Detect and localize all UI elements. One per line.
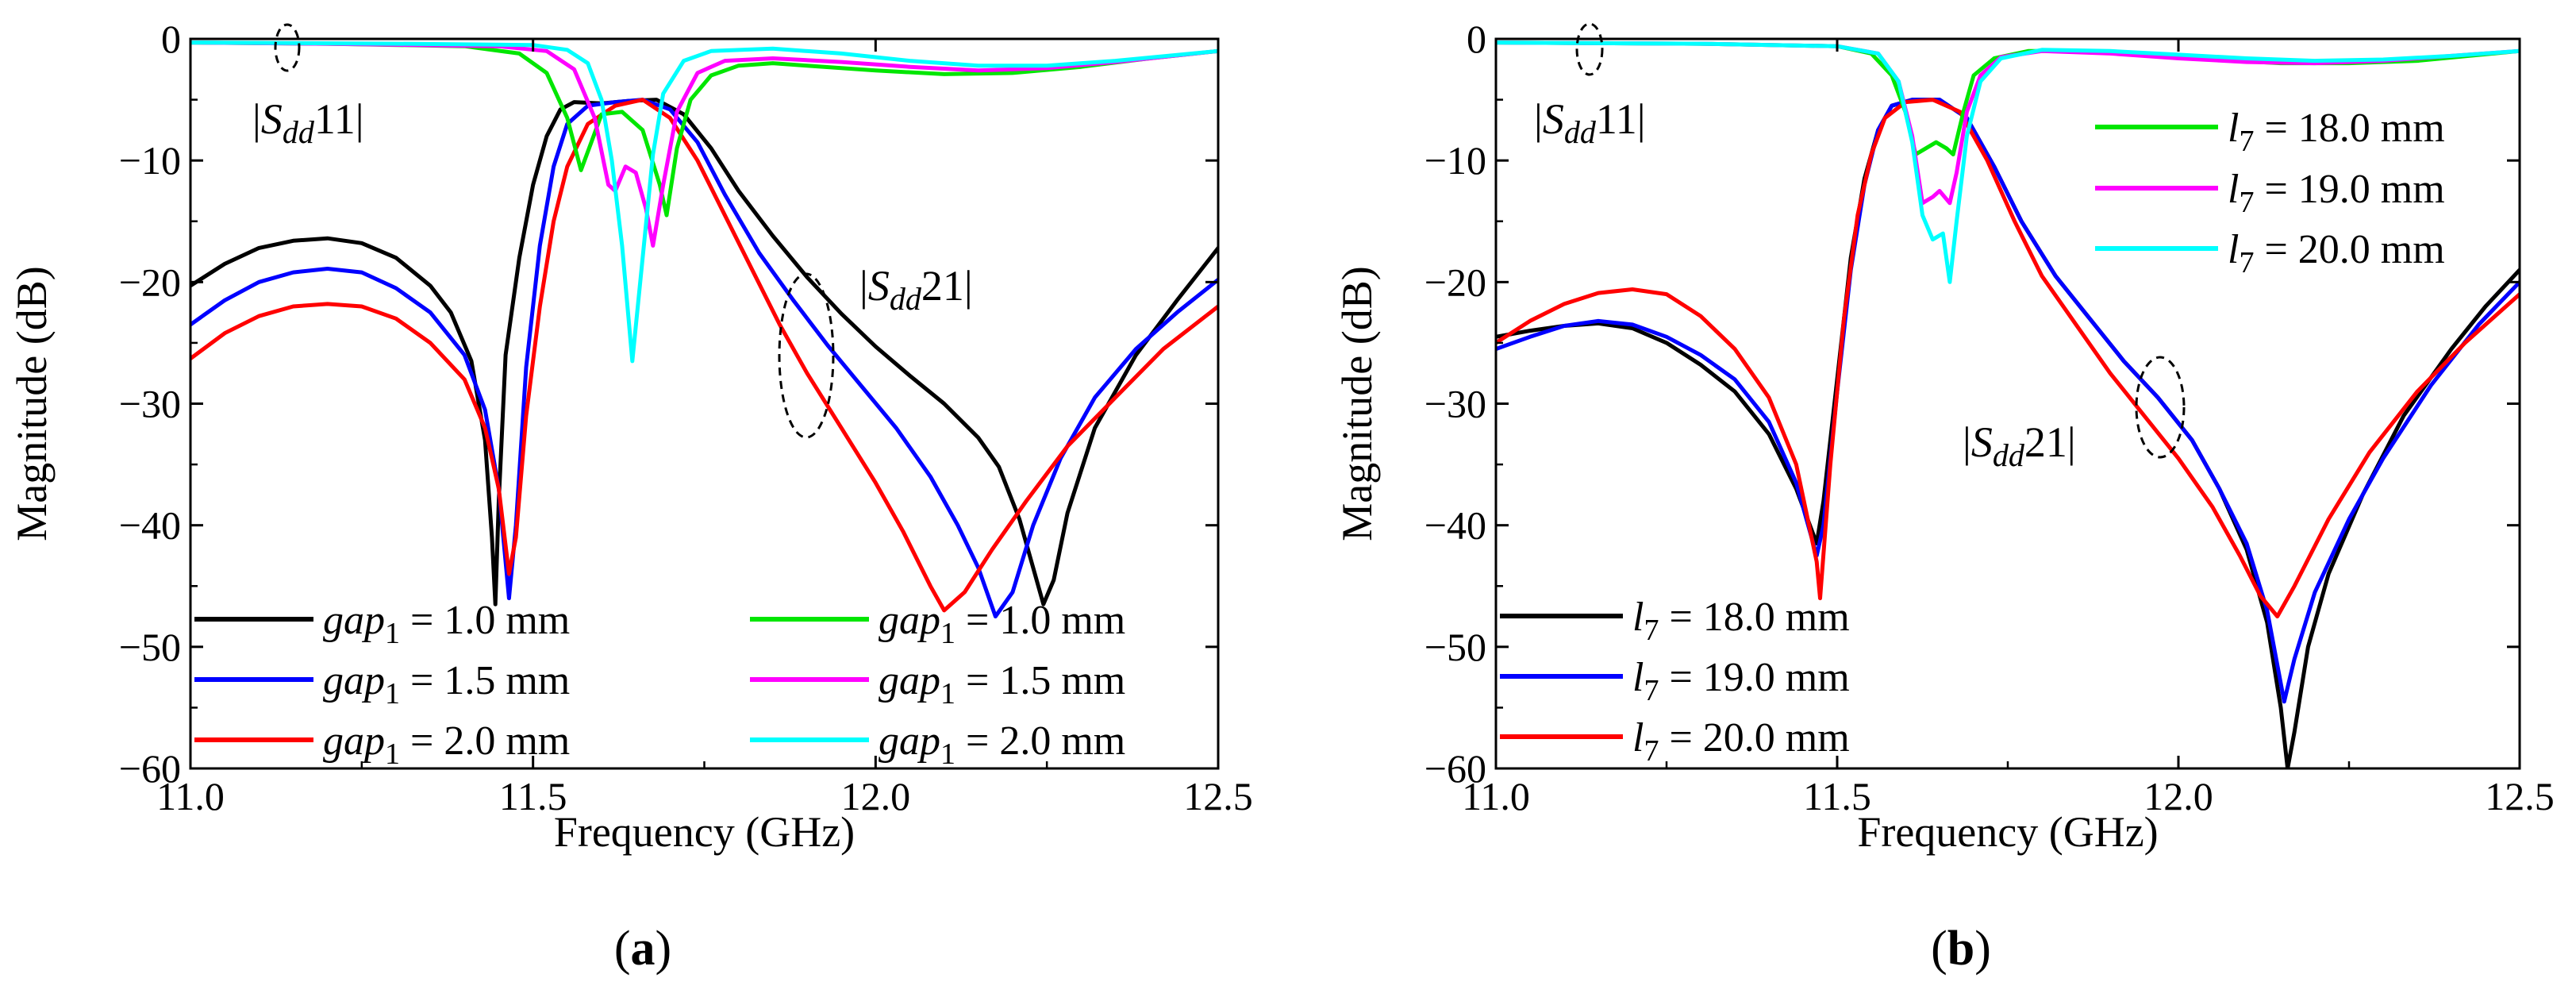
annotation-21: |Sdd21| bbox=[859, 262, 973, 317]
y-tick-label: −20 bbox=[119, 260, 181, 304]
panel-label: (b) bbox=[1931, 922, 1991, 976]
x-tick-label: 12.0 bbox=[2143, 774, 2213, 818]
y-tick-label: −40 bbox=[119, 503, 181, 548]
legend-entry: gap1 = 2.0 mm bbox=[750, 718, 1125, 771]
legend-label: gap1 = 1.0 mm bbox=[323, 598, 570, 650]
y-tick-label: −30 bbox=[1424, 382, 1486, 426]
legend-entry: gap1 = 1.5 mm bbox=[194, 658, 570, 710]
annotation-11: |Sdd11| bbox=[252, 95, 364, 150]
x-tick-label: 12.0 bbox=[841, 774, 911, 818]
y-tick-label: −60 bbox=[1424, 746, 1486, 791]
x-tick-label: 12.5 bbox=[1183, 774, 1253, 818]
x-tick-label: 11.0 bbox=[156, 774, 225, 818]
x-tick-label: 11.0 bbox=[1462, 774, 1530, 818]
legend-label: l7 = 20.0 mm bbox=[1632, 715, 1850, 768]
legend-label: l7 = 19.0 mm bbox=[1632, 655, 1850, 707]
panel-a: 11.0 11.5 12.0 12.5 0 −10 −20 −30 −40 −50 −60 Frequ… bbox=[8, 17, 1253, 976]
y-tick-label: −30 bbox=[119, 382, 181, 426]
y-tick-label: −20 bbox=[1424, 260, 1486, 304]
series-line-sdd11-5 bbox=[190, 40, 1218, 364]
legend-label: gap1 = 2.0 mm bbox=[323, 718, 570, 771]
series-line-sdd21-2 bbox=[1496, 98, 2520, 618]
legend-entry: l7 = 18.0 mm bbox=[2095, 106, 2445, 158]
legend-label: l7 = 18.0 mm bbox=[2228, 106, 2445, 158]
annotation-ellipse bbox=[1575, 22, 1604, 76]
x-tick-label: 11.5 bbox=[1803, 774, 1871, 818]
series-group bbox=[1496, 40, 2520, 768]
series-line-sdd11-3 bbox=[190, 40, 1218, 218]
annotation-ellipse bbox=[2135, 356, 2186, 459]
legend-entry: l7 = 19.0 mm bbox=[2095, 167, 2445, 219]
annotation-11: |Sdd11| bbox=[1534, 95, 1646, 150]
panel-label: (a) bbox=[614, 922, 671, 976]
y-tick-label: −40 bbox=[1424, 503, 1486, 548]
legend-entry: gap1 = 1.5 mm bbox=[750, 658, 1125, 710]
series-line-sdd11-4 bbox=[190, 40, 1218, 248]
legend-label: gap1 = 1.5 mm bbox=[879, 658, 1125, 710]
legend-entry: gap1 = 1.0 mm bbox=[750, 598, 1125, 650]
x-tick-label: 12.5 bbox=[2485, 774, 2555, 818]
series-line-sdd11-5 bbox=[1496, 40, 2520, 284]
y-tick-label: −50 bbox=[119, 625, 181, 669]
legend-entry: l7 = 20.0 mm bbox=[2095, 227, 2445, 279]
y-tick-label: −10 bbox=[119, 138, 181, 183]
series-group bbox=[190, 40, 1218, 618]
y-tick-label: −10 bbox=[1424, 138, 1486, 183]
x-axis-label: Frequency (GHz) bbox=[1857, 808, 2158, 856]
y-axis-label: Magnitude (dB) bbox=[1333, 266, 1381, 541]
legend-label: gap1 = 1.5 mm bbox=[323, 658, 570, 710]
annotation-ellipse bbox=[274, 23, 301, 72]
annotation-21: |Sdd21| bbox=[1963, 418, 2076, 473]
legend-entry: l7 = 18.0 mm bbox=[1500, 595, 1850, 647]
y-tick-label: 0 bbox=[1467, 17, 1486, 61]
legend-entry: gap1 = 1.0 mm bbox=[194, 598, 570, 650]
y-axis-label: Magnitude (dB) bbox=[8, 266, 56, 541]
y-tick-label: 0 bbox=[161, 17, 181, 61]
y-tick-label: −50 bbox=[1424, 625, 1486, 669]
legend-entry: gap1 = 2.0 mm bbox=[194, 718, 570, 771]
legend-label: l7 = 20.0 mm bbox=[2228, 227, 2445, 279]
legend-label: gap1 = 1.0 mm bbox=[879, 598, 1125, 650]
series-line-sdd21-2 bbox=[190, 98, 1218, 613]
legend-entry: l7 = 20.0 mm bbox=[1500, 715, 1850, 768]
y-tick-label: −60 bbox=[119, 746, 181, 791]
panel-b: 11.0 11.5 12.0 12.5 0 −10 −20 −30 −40 −50 −60 Frequ… bbox=[1333, 17, 2555, 976]
legend-label: l7 = 19.0 mm bbox=[2228, 167, 2445, 219]
annotation-ellipse bbox=[778, 272, 835, 439]
x-tick-label: 11.5 bbox=[499, 774, 567, 818]
legend-entry: l7 = 19.0 mm bbox=[1500, 655, 1850, 707]
legend-label: gap1 = 2.0 mm bbox=[879, 718, 1125, 771]
x-axis-label: Frequency (GHz) bbox=[554, 808, 855, 856]
legend-label: l7 = 18.0 mm bbox=[1632, 595, 1850, 647]
